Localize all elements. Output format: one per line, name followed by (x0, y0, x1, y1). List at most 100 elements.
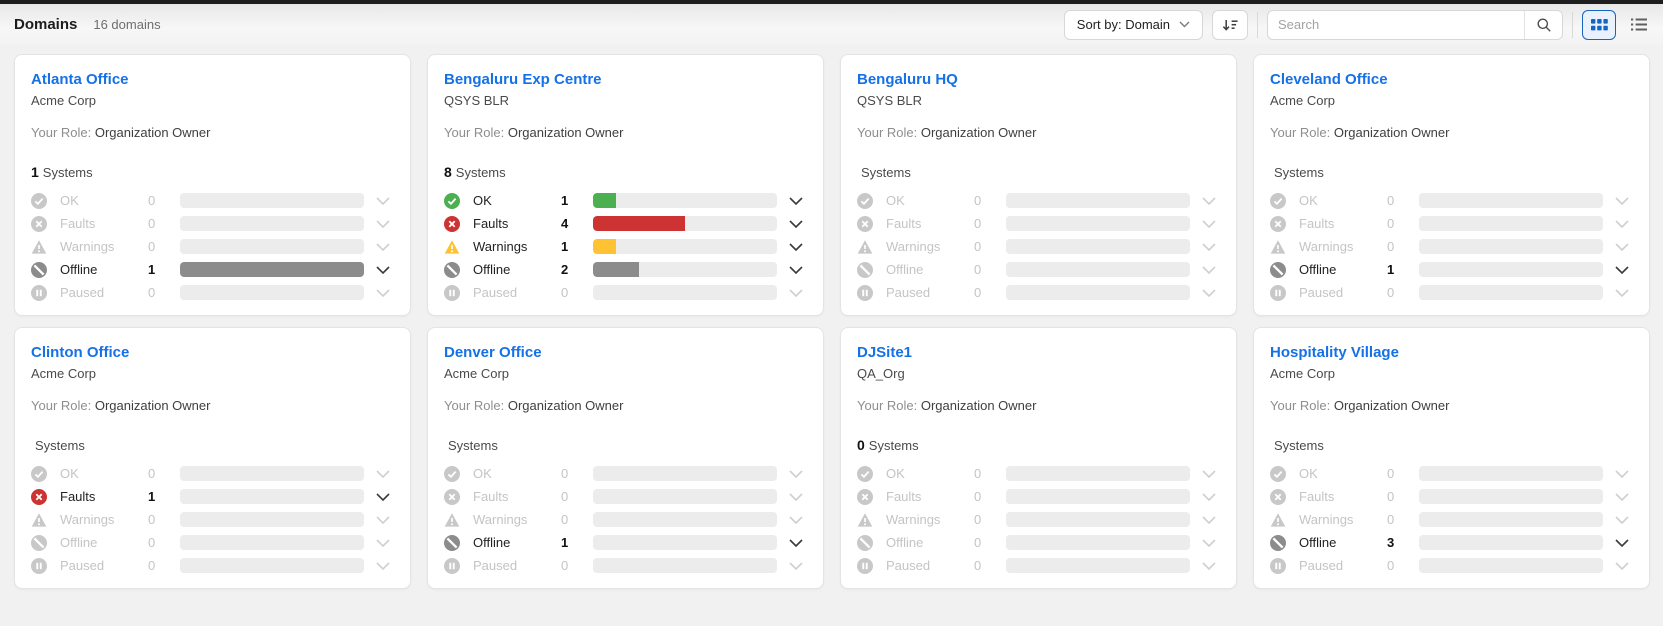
chevron-down-icon[interactable] (1200, 265, 1218, 274)
domain-name-link[interactable]: Hospitality Village (1270, 344, 1399, 361)
status-bar (180, 512, 364, 527)
status-bar (1419, 285, 1603, 300)
status-row-faults: Faults 4 (444, 212, 805, 235)
status-row-offline: Offline 0 (857, 531, 1218, 554)
grid-view-icon (1590, 18, 1608, 31)
status-label: Offline (1299, 535, 1337, 550)
status-row-faults: Faults 0 (857, 212, 1218, 235)
status-bar (1006, 285, 1190, 300)
chevron-down-icon[interactable] (1613, 515, 1631, 524)
status-bar (1006, 535, 1190, 550)
status-bar (1419, 535, 1603, 550)
chevron-down-icon[interactable] (787, 265, 805, 274)
chevron-down-icon[interactable] (1613, 265, 1631, 274)
chevron-down-icon[interactable] (1613, 196, 1631, 205)
search-input[interactable] (1268, 10, 1524, 39)
chevron-down-icon[interactable] (787, 492, 805, 501)
chevron-down-icon[interactable] (374, 561, 392, 570)
chevron-down-icon[interactable] (1613, 561, 1631, 570)
search-button[interactable] (1524, 10, 1562, 39)
chevron-down-icon[interactable] (1613, 242, 1631, 251)
chevron-down-icon[interactable] (787, 242, 805, 251)
status-bar (593, 489, 777, 504)
status-count: 0 (974, 262, 982, 277)
sort-by-dropdown[interactable]: Sort by: Domain (1063, 9, 1203, 40)
status-list: OK 1 Faults 4 Warnings 1 Offline 2 Paused 0 (444, 189, 805, 304)
domain-name-link[interactable]: Bengaluru Exp Centre (444, 71, 602, 88)
chevron-down-icon[interactable] (1200, 469, 1218, 478)
chevron-down-icon[interactable] (1613, 492, 1631, 501)
org-name: QSYS BLR (857, 93, 923, 108)
chevron-down-icon[interactable] (1613, 469, 1631, 478)
chevron-down-icon[interactable] (374, 219, 392, 228)
status-label: Warnings (1299, 239, 1354, 254)
status-row-offline: Offline 3 (1270, 531, 1631, 554)
ok-check-circle-icon (1270, 192, 1286, 209)
domain-name-link[interactable]: Cleveland Office (1270, 71, 1388, 88)
role-label: Your Role: (857, 125, 918, 140)
domain-name-link[interactable]: Atlanta Office (31, 71, 129, 88)
domain-name-link[interactable]: Denver Office (444, 344, 542, 361)
warning-triangle-icon (857, 239, 873, 255)
org-name: Acme Corp (1270, 93, 1336, 108)
role-label: Your Role: (857, 398, 918, 413)
status-label: Paused (60, 285, 105, 300)
status-bar (1006, 239, 1190, 254)
domain-card: Hospitality Village Acme Corp Your Role:… (1253, 327, 1650, 589)
status-count: 0 (974, 285, 982, 300)
chevron-down-icon[interactable] (374, 196, 392, 205)
faults-x-circle-icon (31, 215, 47, 232)
status-row-paused: Paused 0 (31, 281, 392, 304)
chevron-down-icon[interactable] (787, 538, 805, 547)
chevron-down-icon[interactable] (787, 219, 805, 228)
chevron-down-icon[interactable] (787, 515, 805, 524)
status-row-offline: Offline 0 (857, 258, 1218, 281)
chevron-down-icon[interactable] (1200, 196, 1218, 205)
status-label: Warnings (60, 239, 115, 254)
chevron-down-icon[interactable] (1613, 219, 1631, 228)
chevron-down-icon[interactable] (1613, 288, 1631, 297)
sort-direction-button[interactable] (1212, 9, 1248, 40)
chevron-down-icon[interactable] (1613, 538, 1631, 547)
status-count: 0 (1387, 489, 1395, 504)
status-label: OK (886, 466, 905, 481)
chevron-down-icon[interactable] (787, 561, 805, 570)
list-view-button[interactable] (1623, 10, 1655, 40)
status-bar (1419, 558, 1603, 573)
chevron-down-icon[interactable] (374, 515, 392, 524)
chevron-down-icon[interactable] (1200, 242, 1218, 251)
chevron-down-icon[interactable] (1200, 492, 1218, 501)
status-bar (593, 239, 777, 254)
chevron-down-icon[interactable] (374, 492, 392, 501)
chevron-down-icon[interactable] (787, 196, 805, 205)
chevron-down-icon[interactable] (787, 288, 805, 297)
status-bar (180, 216, 364, 231)
grid-view-button[interactable] (1582, 9, 1616, 40)
org-name: Acme Corp (31, 366, 97, 381)
status-label: Paused (473, 285, 518, 300)
domain-name-link[interactable]: DJSite1 (857, 344, 913, 361)
chevron-down-icon[interactable] (374, 242, 392, 251)
chevron-down-icon[interactable] (1200, 515, 1218, 524)
status-list: OK 0 Faults 0 Warnings 0 Offline 1 Paused 0 (444, 462, 805, 577)
chevron-down-icon[interactable] (1200, 219, 1218, 228)
chevron-down-icon[interactable] (374, 469, 392, 478)
offline-slash-circle-icon (444, 534, 460, 551)
chevron-down-icon[interactable] (1200, 288, 1218, 297)
status-label: OK (1299, 466, 1318, 481)
faults-x-circle-icon (444, 488, 460, 505)
chevron-down-icon[interactable] (374, 538, 392, 547)
chevron-down-icon[interactable] (1200, 561, 1218, 570)
chevron-down-icon[interactable] (374, 265, 392, 274)
status-bar (180, 239, 364, 254)
chevron-down-icon[interactable] (374, 288, 392, 297)
status-count: 0 (974, 489, 982, 504)
status-count: 0 (974, 535, 982, 550)
status-bar (180, 489, 364, 504)
chevron-down-icon[interactable] (1200, 538, 1218, 547)
chevron-down-icon[interactable] (787, 469, 805, 478)
status-label: Warnings (60, 512, 115, 527)
domain-name-link[interactable]: Clinton Office (31, 344, 130, 361)
status-count: 0 (974, 216, 982, 231)
domain-name-link[interactable]: Bengaluru HQ (857, 71, 958, 88)
